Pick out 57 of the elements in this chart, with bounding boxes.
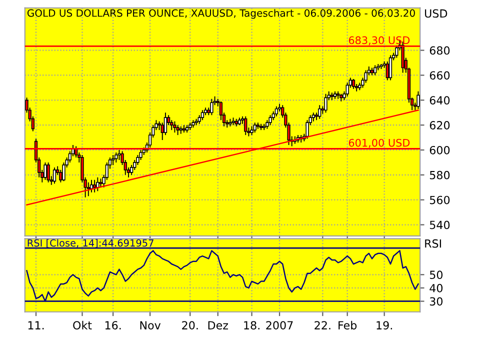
x-tick-label: Nov xyxy=(140,321,161,330)
y-tick-label: 560 xyxy=(430,196,450,204)
ref-line-label: 601,00 USD xyxy=(348,138,410,148)
candlestick xyxy=(52,166,56,184)
candlestick xyxy=(118,150,121,160)
candlestick xyxy=(318,104,322,120)
y-tick-label: 40 xyxy=(430,284,443,292)
candlestick xyxy=(244,116,248,136)
candlestick xyxy=(324,93,328,114)
candlestick xyxy=(173,120,176,134)
candlestick xyxy=(92,179,96,193)
candlestick xyxy=(253,122,256,134)
x-tick-label: 19. xyxy=(376,321,392,330)
candlestick xyxy=(46,162,50,183)
y-tick-label: 620 xyxy=(430,121,450,130)
x-tick-label: 2007 xyxy=(266,321,293,330)
y-tick-label: 540 xyxy=(430,220,450,230)
candlestick xyxy=(374,64,377,76)
x-tick-label: Feb xyxy=(338,320,357,330)
x-tick-label: 11. xyxy=(28,321,44,330)
chart-title: RSI [Close, 14]:44.691957 xyxy=(28,239,154,248)
candlestick xyxy=(352,78,356,90)
candlestick xyxy=(210,98,214,116)
y-axis-title: RSI xyxy=(425,239,441,248)
y-tick-label: 50 xyxy=(430,270,443,280)
candlestick xyxy=(364,70,368,84)
y-axis-title: USD xyxy=(425,9,448,18)
x-tick-label: 22. xyxy=(314,321,330,330)
candlestick xyxy=(395,44,398,58)
candlestick xyxy=(114,152,118,163)
y-tick-label: 640 xyxy=(430,96,450,105)
candlestick xyxy=(44,162,47,180)
y-tick-label: 30 xyxy=(430,297,443,306)
y-tick-label: 680 xyxy=(430,46,450,55)
candlestick xyxy=(111,154,115,166)
x-tick-label: 16. xyxy=(105,321,121,330)
y-tick-label: 580 xyxy=(430,170,450,180)
ref-line-label: 683,30 USD xyxy=(348,36,410,46)
candlestick xyxy=(86,182,90,197)
chart-title: GOLD US DOLLARS PER OUNCE, XAUUSD, Tageschart - 06.09.2006 - 06.03.20 xyxy=(27,9,415,19)
candlestick xyxy=(130,164,134,176)
candlestick xyxy=(176,124,180,136)
candlestick xyxy=(416,90,420,110)
x-tick-label: 20. xyxy=(182,321,198,330)
x-tick-label: Dez xyxy=(208,321,228,330)
candlestick xyxy=(62,162,66,182)
line-series xyxy=(26,250,419,302)
x-tick-label: 18. xyxy=(244,321,260,330)
y-tick-label: 600 xyxy=(430,146,450,154)
candlestick xyxy=(200,110,204,121)
candlestick xyxy=(386,61,389,81)
candlestick xyxy=(164,112,168,136)
candlestick xyxy=(274,106,278,117)
x-tick-label: Okt xyxy=(73,320,92,330)
candlestick xyxy=(388,54,392,81)
y-tick-label: 660 xyxy=(430,71,450,80)
candlestick xyxy=(268,114,272,126)
